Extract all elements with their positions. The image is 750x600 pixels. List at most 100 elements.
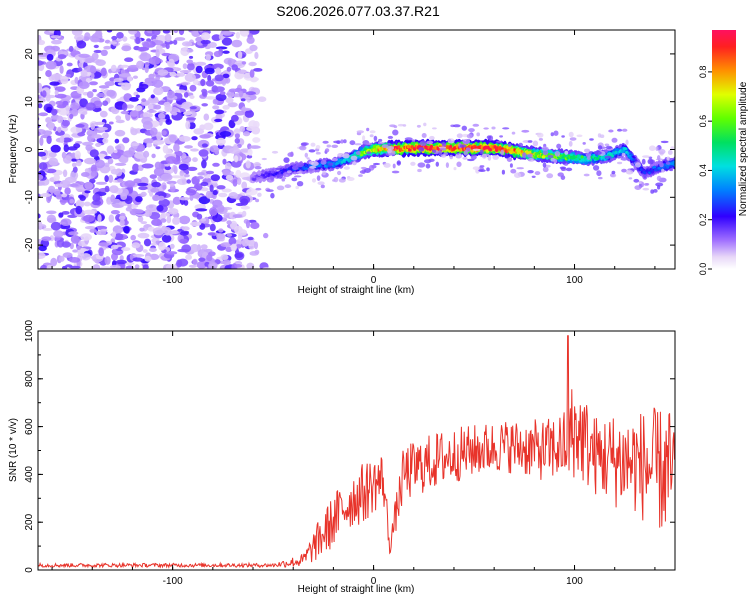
ridge-halo [644,183,649,186]
ridge-halo [500,149,505,156]
noise-blob [55,100,63,106]
noise-blob [234,225,243,235]
noise-blob [215,46,228,50]
noise-blob [93,44,99,49]
noise-blob [68,231,79,236]
ridge-halo [429,135,435,141]
noise-blob [192,258,198,266]
noise-blob [108,121,114,125]
ridge-halo [338,178,346,183]
ridge-halo [391,170,400,174]
ridge-cell [308,164,311,167]
ridge-halo [416,124,421,128]
ridge-halo [568,140,573,147]
noise-blob [46,264,53,269]
noise-blob [168,58,175,67]
noise-blob [75,141,83,144]
noise-blob [50,144,61,153]
noise-blob [178,197,191,201]
noise-blob [84,181,94,190]
noise-blob [56,104,66,109]
noise-blob [263,232,269,239]
noise-blob [144,255,152,262]
noise-blob [108,174,114,183]
colorbar-label: Normalized spectral amplitude [738,81,749,216]
noise-blob [72,249,79,253]
ridge-halo [656,175,662,181]
noise-blob [239,126,245,133]
noise-blob [102,100,109,106]
noise-blob [114,138,120,144]
ridge-halo [293,175,302,178]
noise-blob [234,155,239,163]
heatmap-y-tick-label: 0 [24,146,35,152]
ridge-halo [287,152,294,157]
noise-blob [115,145,122,150]
noise-blob [121,82,131,91]
noise-blob [152,227,165,236]
noise-blob [132,209,144,214]
noise-blob [209,207,218,216]
noise-blob [85,58,95,63]
ridge-halo [650,189,655,194]
ridge-halo [506,157,513,163]
noise-blob [228,192,238,199]
noise-blob [72,166,78,173]
noise-blob [64,176,77,183]
noise-blob [254,249,260,255]
ridge-halo [594,151,602,155]
noise-blob [74,34,85,41]
noise-blob [59,135,65,144]
noise-blob [62,169,68,178]
ridge-cell [643,171,647,175]
noise-blob [77,132,86,137]
noise-blob [226,220,232,225]
noise-blob [217,204,225,213]
noise-blob [173,165,178,175]
noise-blob [146,109,157,113]
noise-blob [248,61,257,67]
noise-blob [186,117,197,121]
noise-blob [148,73,155,79]
noise-blob [249,76,258,83]
snr-y-axis-label: SNR (10 * v/v) [8,418,19,482]
noise-blob [240,198,249,206]
ridge-cell [562,153,566,157]
noise-blob [169,243,175,249]
ridge-halo [527,140,533,143]
noise-blob [235,169,242,178]
noise-blob [46,135,52,145]
noise-blob [95,230,107,236]
ridge-halo [308,149,316,153]
noise-blob [138,186,148,191]
noise-blob [89,81,98,86]
ridge-halo [666,156,670,161]
noise-blob [125,265,134,269]
noise-blob [111,35,118,41]
noise-blob [76,159,82,167]
noise-blob [98,85,110,89]
ridge-halo [386,146,394,151]
ridge-halo [404,137,413,141]
noise-blob [191,136,198,141]
noise-blob [148,103,154,111]
noise-blob [49,81,60,86]
noise-blob [78,81,90,89]
noise-blob [92,89,97,93]
ridge-cell [574,158,578,162]
noise-blob [38,193,41,198]
noise-blob [208,42,217,48]
ridge-halo [316,175,321,181]
noise-blob [119,255,124,261]
ridge-halo [527,153,533,158]
ridge-halo [381,144,389,149]
noise-blob [212,162,220,167]
ridge-cell [536,152,539,156]
noise-blob [195,65,203,74]
ridge-halo [296,181,304,187]
noise-blob [38,151,46,157]
ridge-halo [479,165,485,168]
noise-blob [184,145,193,149]
noise-blob [195,208,208,212]
noise-blob [108,41,118,45]
